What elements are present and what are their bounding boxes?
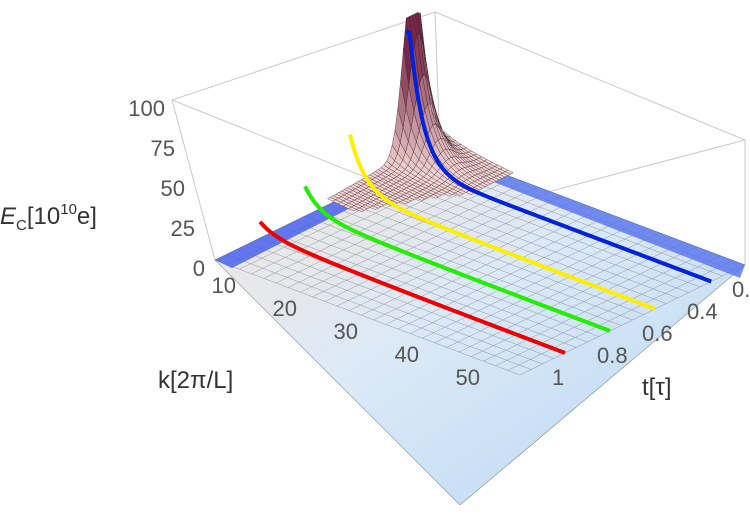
grid-line-t <box>248 243 554 359</box>
surface-patch <box>327 196 336 202</box>
grid-line-t <box>338 199 644 315</box>
z-axis-label: EC[1010e] <box>0 201 97 234</box>
grid-line-t <box>361 188 667 304</box>
x-tick-label: 30 <box>334 319 358 344</box>
x-tick-label: 40 <box>395 342 419 367</box>
grid-line-t <box>282 226 588 343</box>
y-tick-label: 0.6 <box>642 321 673 346</box>
grid-line-t <box>271 232 577 348</box>
z-tick-label: 50 <box>161 176 185 201</box>
z-tick-label: 0 <box>193 256 205 281</box>
x-axis-label: k[2π/L] <box>158 367 233 394</box>
grid-line-t <box>327 204 633 321</box>
grid-line-t <box>316 210 622 326</box>
z-tick-label: 25 <box>171 216 195 241</box>
y-tick-label: 0.2 <box>732 277 750 302</box>
x-tick-label: 10 <box>212 273 236 298</box>
grid-line-t <box>214 259 521 376</box>
blue-edge-t <box>440 150 745 278</box>
z-tick-label: 100 <box>128 96 165 121</box>
z-tick-label: 75 <box>151 136 175 161</box>
x-tick-label: 20 <box>273 296 297 321</box>
y-tick-label: 1 <box>552 365 564 390</box>
slice-lines <box>258 29 712 355</box>
slice-line-t-0.6 <box>303 185 611 333</box>
x-tick-label: 50 <box>456 365 480 390</box>
grid-line-t <box>237 248 543 365</box>
y-axis-label: t[τ] <box>642 374 671 401</box>
slice-line-t-0.8 <box>258 220 566 355</box>
slice-line-t-0.4 <box>348 134 656 311</box>
slice-line-t-0.15 <box>405 29 712 284</box>
grid-line-t <box>293 221 599 337</box>
grid-line-t <box>372 182 678 299</box>
grid-line-t <box>226 254 532 370</box>
y-tick-label: 0.4 <box>687 299 718 324</box>
y-tick-label: 0.8 <box>597 343 628 368</box>
